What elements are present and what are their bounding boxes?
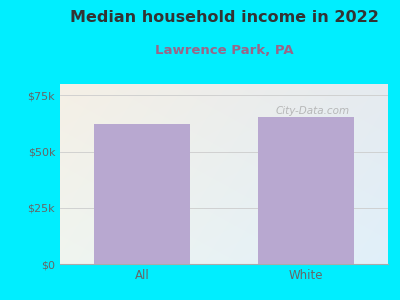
Bar bbox=[258, 117, 354, 264]
Text: Lawrence Park, PA: Lawrence Park, PA bbox=[155, 44, 293, 56]
Text: Median household income in 2022: Median household income in 2022 bbox=[70, 11, 378, 26]
Bar bbox=[94, 124, 190, 264]
Text: City-Data.com: City-Data.com bbox=[276, 106, 350, 116]
